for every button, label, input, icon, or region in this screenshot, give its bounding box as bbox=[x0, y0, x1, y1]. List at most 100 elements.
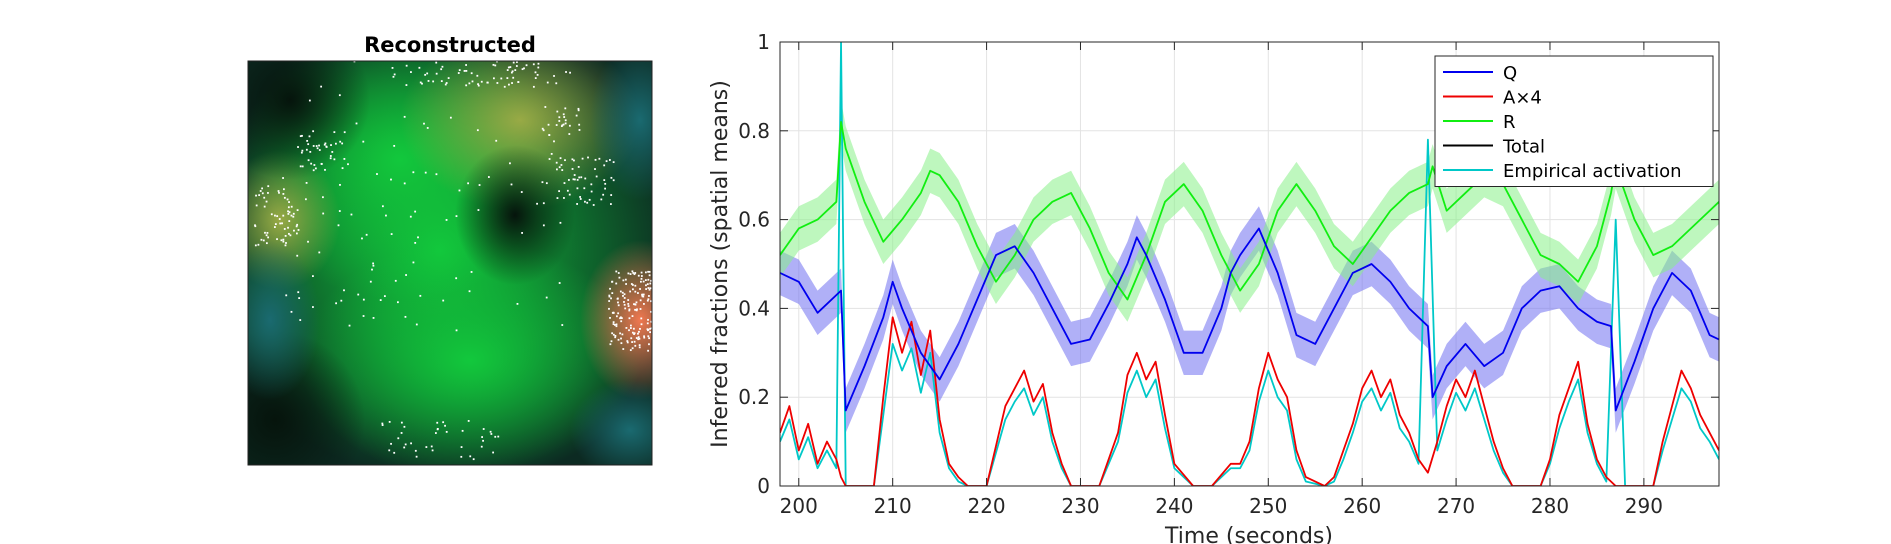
dot bbox=[594, 158, 597, 161]
dot bbox=[649, 282, 652, 285]
dot bbox=[536, 202, 538, 205]
legend: Q A×4 R Total Empirical activation bbox=[1434, 55, 1714, 187]
dot bbox=[512, 61, 515, 64]
dot bbox=[611, 292, 614, 295]
dot bbox=[310, 162, 313, 165]
dot bbox=[340, 299, 343, 302]
dot bbox=[486, 81, 489, 84]
legend-label: R bbox=[1503, 112, 1516, 133]
dot bbox=[254, 224, 256, 227]
dot bbox=[558, 120, 561, 122]
dot bbox=[627, 305, 630, 307]
dot bbox=[624, 307, 627, 310]
x-tick-label: 250 bbox=[1249, 494, 1287, 518]
dot bbox=[500, 77, 503, 80]
dot bbox=[469, 455, 472, 458]
dot bbox=[423, 122, 425, 125]
dot bbox=[634, 303, 637, 306]
dot bbox=[558, 166, 561, 169]
y-tick-label: 0.4 bbox=[738, 296, 770, 320]
dot bbox=[510, 71, 513, 74]
dot bbox=[523, 67, 525, 70]
dot bbox=[316, 147, 319, 150]
dot bbox=[274, 223, 277, 226]
dot bbox=[545, 182, 548, 185]
dot bbox=[482, 439, 484, 442]
dot bbox=[412, 261, 415, 264]
dot bbox=[631, 331, 634, 334]
dot bbox=[467, 420, 470, 422]
dot bbox=[259, 190, 262, 192]
dot bbox=[283, 188, 285, 191]
dot bbox=[565, 71, 567, 73]
dot bbox=[468, 82, 471, 85]
dot bbox=[341, 142, 344, 145]
dot bbox=[517, 81, 520, 83]
dot bbox=[627, 299, 630, 301]
dot bbox=[568, 124, 571, 127]
dot bbox=[617, 272, 620, 274]
dot bbox=[603, 164, 606, 167]
dot bbox=[647, 287, 650, 289]
y-tick-label: 0.8 bbox=[738, 119, 770, 143]
dot bbox=[460, 455, 463, 458]
dot bbox=[568, 193, 571, 196]
dot bbox=[516, 302, 519, 305]
dot bbox=[467, 182, 470, 185]
dot bbox=[435, 173, 438, 176]
dot bbox=[576, 187, 579, 190]
dot bbox=[587, 156, 589, 159]
dot bbox=[648, 274, 651, 277]
dot bbox=[417, 236, 419, 239]
dot bbox=[425, 446, 428, 448]
dot bbox=[385, 214, 387, 217]
dot bbox=[542, 202, 545, 205]
dot bbox=[288, 232, 290, 235]
dot bbox=[301, 134, 303, 137]
dot bbox=[643, 303, 645, 305]
dot bbox=[489, 430, 492, 433]
dot bbox=[261, 192, 264, 195]
dot bbox=[312, 145, 315, 147]
dot bbox=[263, 205, 266, 208]
dot bbox=[341, 167, 344, 170]
dot bbox=[541, 127, 544, 130]
dot bbox=[388, 420, 391, 423]
dot bbox=[559, 221, 562, 224]
legend-label: Empirical activation bbox=[1503, 161, 1682, 182]
dot bbox=[600, 198, 603, 201]
dot bbox=[292, 212, 295, 215]
dot bbox=[646, 283, 649, 286]
dot bbox=[282, 238, 285, 241]
dot bbox=[434, 432, 437, 434]
dot bbox=[534, 77, 537, 79]
series-line-r bbox=[780, 121, 1719, 301]
dot bbox=[314, 167, 317, 170]
dot bbox=[634, 272, 637, 274]
dot bbox=[362, 315, 365, 317]
dot bbox=[556, 168, 558, 171]
dot bbox=[403, 425, 406, 428]
reconstructed-image bbox=[248, 61, 652, 465]
dot bbox=[403, 115, 406, 118]
dot bbox=[590, 183, 593, 186]
dot bbox=[455, 215, 458, 218]
dot bbox=[627, 272, 630, 275]
dot bbox=[323, 143, 326, 146]
x-tick-label: 260 bbox=[1343, 494, 1381, 518]
dot bbox=[304, 198, 307, 201]
dot bbox=[553, 75, 555, 77]
dot bbox=[545, 296, 548, 299]
dot bbox=[503, 85, 506, 88]
dot bbox=[648, 288, 651, 291]
dot bbox=[404, 315, 407, 318]
dot bbox=[563, 197, 565, 199]
dot bbox=[492, 63, 495, 66]
dot bbox=[427, 80, 430, 82]
dot bbox=[612, 311, 615, 314]
dot bbox=[391, 67, 394, 69]
dot bbox=[544, 106, 547, 108]
dot bbox=[361, 237, 363, 240]
dot bbox=[590, 190, 593, 193]
